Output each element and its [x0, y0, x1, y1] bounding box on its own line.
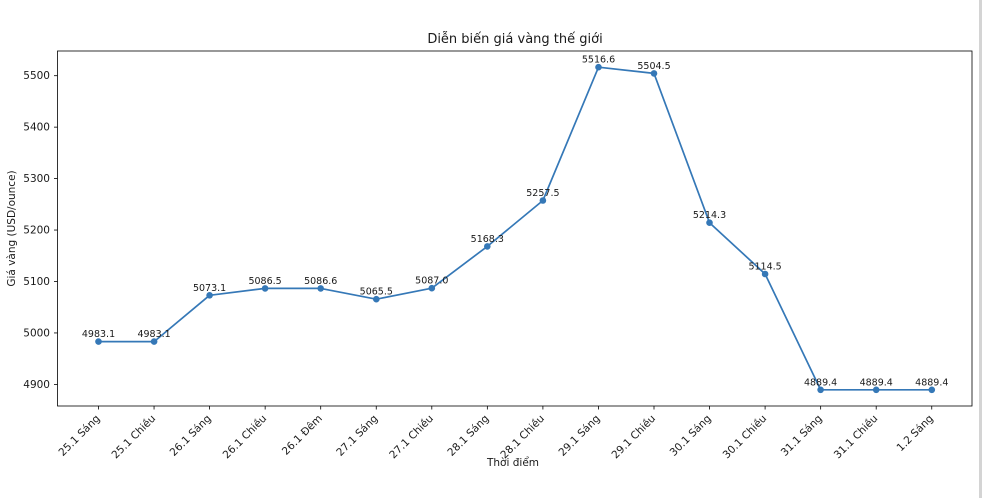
y-tick-label: 4900: [23, 379, 50, 391]
x-tick-label: 27.1 Sáng: [334, 413, 380, 459]
data-point-marker: [484, 243, 491, 250]
x-tick-label: 26.1 Đêm: [280, 413, 325, 458]
x-tick-label: 26.1 Chiều: [221, 413, 270, 462]
chart-title: Diễn biến giá vàng thế giới: [427, 32, 602, 47]
data-point-label: 4889.4: [804, 377, 837, 388]
data-point-label: 5168.3: [471, 234, 504, 245]
data-point-marker: [817, 386, 824, 394]
series-line: [97, 66, 933, 391]
data-point-label: 5086.5: [248, 276, 281, 287]
x-tick-label: 26.1 Sáng: [168, 413, 214, 459]
data-point-marker: [539, 197, 547, 204]
data-point-marker: [706, 219, 713, 226]
data-point-label: 5086.6: [304, 276, 337, 287]
data-point-label: 5114.5: [748, 262, 781, 273]
data-point-label: 5087.0: [415, 276, 448, 287]
x-tick-label: 25.1 Sáng: [57, 413, 103, 459]
x-tick-label: 27.1 Chiều: [387, 413, 436, 462]
data-point-marker: [261, 285, 269, 292]
x-tick-label: 1.2 Sáng: [895, 413, 936, 454]
data-point-marker: [95, 338, 102, 345]
data-point-marker: [373, 295, 380, 303]
y-tick-label: 5400: [23, 122, 50, 134]
x-tick-label: 29.1 Chiều: [610, 413, 659, 462]
y-tick-label: 5100: [23, 276, 50, 288]
x-tick-label: 30.1 Sáng: [668, 413, 714, 459]
x-tick-label: 25.1 Chiều: [110, 413, 159, 462]
data-point-label: 5073.1: [193, 283, 226, 294]
data-point-label: 5516.6: [582, 55, 615, 66]
y-tick-label: 5000: [23, 327, 50, 339]
axes-spines: [57, 50, 973, 407]
data-point-marker: [650, 70, 658, 77]
data-point-label: 5257.5: [526, 188, 559, 199]
data-point-marker: [761, 270, 769, 278]
data-point-label: 4889.4: [915, 377, 948, 388]
x-tick-label: 31.1 Chiều: [832, 413, 881, 462]
x-tick-label: 28.1 Sáng: [445, 413, 491, 459]
y-tick-label: 5200: [23, 225, 50, 237]
data-point-marker: [150, 338, 158, 345]
y-tick-label: 5300: [23, 173, 50, 185]
x-tick-label: 31.1 Sáng: [779, 413, 825, 459]
x-tick-label: 28.1 Chiều: [498, 413, 547, 462]
data-point-label: 5214.3: [693, 210, 726, 221]
x-axis-label: Thời điểm: [486, 456, 539, 469]
data-point-label: 4983.1: [82, 329, 115, 340]
data-point-marker: [428, 284, 436, 292]
data-point-label: 5504.5: [637, 61, 670, 72]
data-point-marker: [595, 63, 602, 71]
data-point-label: 4983.1: [137, 329, 170, 340]
data-point-marker: [206, 292, 213, 299]
x-tick-label: 30.1 Chiều: [721, 413, 770, 462]
data-point-label: 4889.4: [860, 377, 893, 388]
data-point-marker: [872, 386, 880, 394]
y-axis-label: Giá vàng (USD/ounce): [6, 170, 18, 286]
data-point-marker: [928, 386, 936, 394]
y-tick-label: 5500: [23, 70, 50, 82]
plot-area: 4900 5000 5100 5200 5300 5400 5500 25.1 Sáng 25.…: [23, 50, 973, 462]
data-point-marker: [317, 285, 325, 292]
window-edge: [979, 0, 982, 498]
x-tick-label: 29.1 Sáng: [557, 413, 603, 459]
data-point-label: 5065.5: [360, 287, 393, 298]
